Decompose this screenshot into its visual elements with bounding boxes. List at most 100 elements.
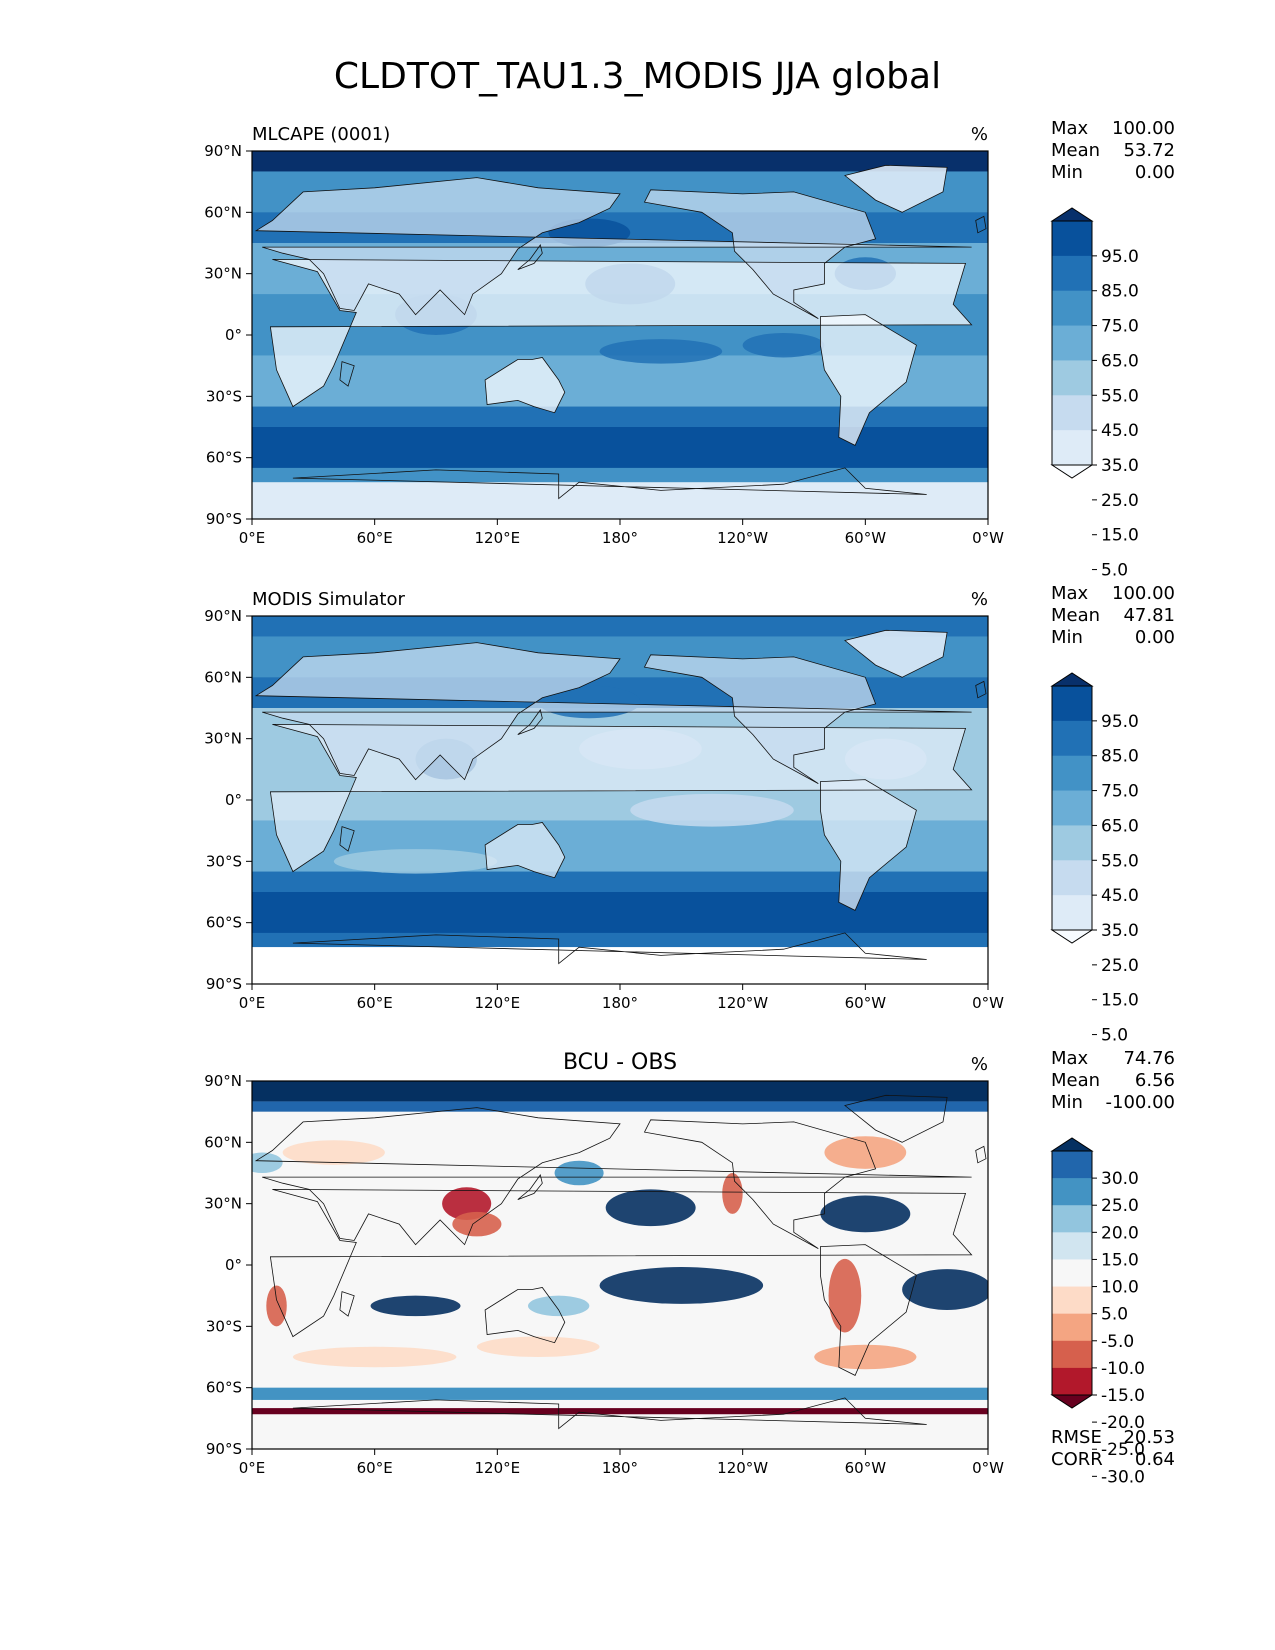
diff-blob-0 <box>605 1189 696 1227</box>
stat-label: Mean <box>1051 140 1100 161</box>
colorbar-swatch <box>1052 720 1092 757</box>
x-tick-label: 60°E <box>357 994 393 1012</box>
colorbar-tick-label: 25.0 <box>1101 491 1139 511</box>
colorbar-tick-label: 5.0 <box>1101 1305 1128 1325</box>
colorbar-swatch <box>1052 860 1092 896</box>
field-blob-2 <box>599 339 723 364</box>
x-tick-label: 0°W <box>972 994 1004 1012</box>
x-tick-label: 180° <box>602 529 638 547</box>
colorbar-swatch <box>1052 1205 1092 1233</box>
coastline-antarctica <box>292 932 927 965</box>
land-fill-samerica <box>820 779 917 911</box>
panel-title: MLCAPE (0001) <box>252 124 390 145</box>
colorbar-swatch <box>1052 255 1092 292</box>
diff-blob-8 <box>266 1285 287 1327</box>
coastline-greenland <box>844 1094 948 1143</box>
land-fill-eurasia <box>256 642 972 780</box>
map-field <box>252 151 988 519</box>
stat-label: Min <box>1051 162 1083 183</box>
colorbar-extend-max <box>1050 207 1094 222</box>
coastline-australia <box>484 357 566 414</box>
colorbar-tick-label: 15.0 <box>1101 1250 1139 1270</box>
colorbar-extend-max <box>1050 672 1094 687</box>
colorbar: 95.0 85.0 75.0 65.0 55.0 45.0 35.0 25.0 15.0 5.0 <box>1050 672 1139 1046</box>
y-tick-label: 90°N <box>204 1072 242 1090</box>
field-band-7 <box>252 892 988 934</box>
map-field <box>252 616 988 984</box>
diff-blob-7 <box>828 1258 862 1333</box>
y-tick-label: 60°N <box>204 203 242 221</box>
colorbar-extend-min <box>1050 464 1094 479</box>
colorbar-tick-label: 5.0 <box>1101 1026 1128 1046</box>
colorbar-swatch <box>1052 1367 1092 1396</box>
colorbar-tick-label: 75.0 <box>1101 782 1139 802</box>
colorbar-swatch <box>1052 430 1092 466</box>
coastline-greenland <box>844 629 948 678</box>
colorbar-frame <box>1051 1150 1093 1396</box>
stat-label: Max <box>1051 583 1089 604</box>
y-tick-label: 30°S <box>206 852 242 870</box>
coastline-africa <box>269 724 973 873</box>
coastline-africa <box>269 259 973 408</box>
y-tick-label: 60°S <box>206 449 242 467</box>
colorbar-frame <box>1051 220 1093 466</box>
coastline-antarctica <box>292 1397 927 1430</box>
x-tick-label: 0°W <box>972 1459 1004 1477</box>
coastline-antarctica <box>292 467 927 500</box>
coastline-madagascar <box>339 1291 355 1317</box>
coastline-africa <box>269 1189 973 1338</box>
coastline-uk <box>975 215 987 234</box>
y-tick-label: 60°S <box>206 914 242 932</box>
colorbar-extend-min <box>1050 1394 1094 1409</box>
field-band-8 <box>252 932 988 948</box>
stat-value: 6.56 <box>1135 1070 1175 1091</box>
y-tick-label: 60°N <box>204 668 242 686</box>
y-tick-label: 60°N <box>204 1133 242 1151</box>
y-tick-label: 30°N <box>204 730 242 748</box>
coastline-australia <box>484 1287 566 1344</box>
x-tick-label: 60°E <box>357 1459 393 1477</box>
x-tick-label: 180° <box>602 994 638 1012</box>
colorbar-tick-label: -30.0 <box>1101 1467 1145 1487</box>
colorbar-swatch <box>1052 1286 1092 1315</box>
diff-band-3 <box>252 1408 988 1415</box>
colorbar-swatch <box>1052 1151 1092 1179</box>
colorbar-frame <box>1051 685 1093 931</box>
diff-blob-9 <box>722 1173 743 1214</box>
colorbar-swatch <box>1052 1313 1092 1342</box>
coastline-uk <box>975 680 987 699</box>
metric-value: 0.64 <box>1135 1449 1175 1470</box>
diff-blob-12 <box>814 1344 917 1370</box>
colorbar-tick-label: -20.0 <box>1101 1413 1145 1433</box>
land-fill-greenland <box>844 165 948 213</box>
colorbar-swatch <box>1052 1340 1092 1369</box>
field-band-7 <box>252 427 988 469</box>
coastline-uk <box>975 1145 987 1164</box>
colorbar-tick-label: 85.0 <box>1101 282 1139 302</box>
land-fill-eurasia <box>256 177 972 315</box>
land-fill-australia <box>485 822 565 878</box>
stat-value: 47.81 <box>1123 605 1175 626</box>
land-fill-greenland <box>844 630 948 678</box>
missing-data-region <box>252 947 988 984</box>
x-tick-label: 180° <box>602 1459 638 1477</box>
x-tick-label: 0°E <box>239 1459 266 1477</box>
field-blob-3 <box>742 332 825 358</box>
colorbar-tick-label: 20.0 <box>1101 1223 1139 1243</box>
colorbar-tick-label: -15.0 <box>1101 1386 1145 1406</box>
y-tick-label: 90°S <box>206 510 242 528</box>
field-blob-5 <box>333 849 498 874</box>
x-tick-label: 60°W <box>845 1459 887 1477</box>
colorbar-tick-label: 5.0 <box>1101 561 1128 581</box>
y-tick-label: 90°N <box>204 607 242 625</box>
land-fill-samerica <box>820 314 917 446</box>
colorbar-tick-label: 10.0 <box>1101 1278 1139 1298</box>
stat-value: 0.00 <box>1135 162 1175 183</box>
x-tick-label: 120°E <box>475 1459 521 1477</box>
field-band-6 <box>252 406 988 428</box>
coastline-samerica <box>820 314 917 446</box>
x-tick-label: 120°W <box>717 529 768 547</box>
stat-value: -100.00 <box>1106 1092 1175 1113</box>
colorbar-tick-label: -25.0 <box>1101 1440 1145 1460</box>
